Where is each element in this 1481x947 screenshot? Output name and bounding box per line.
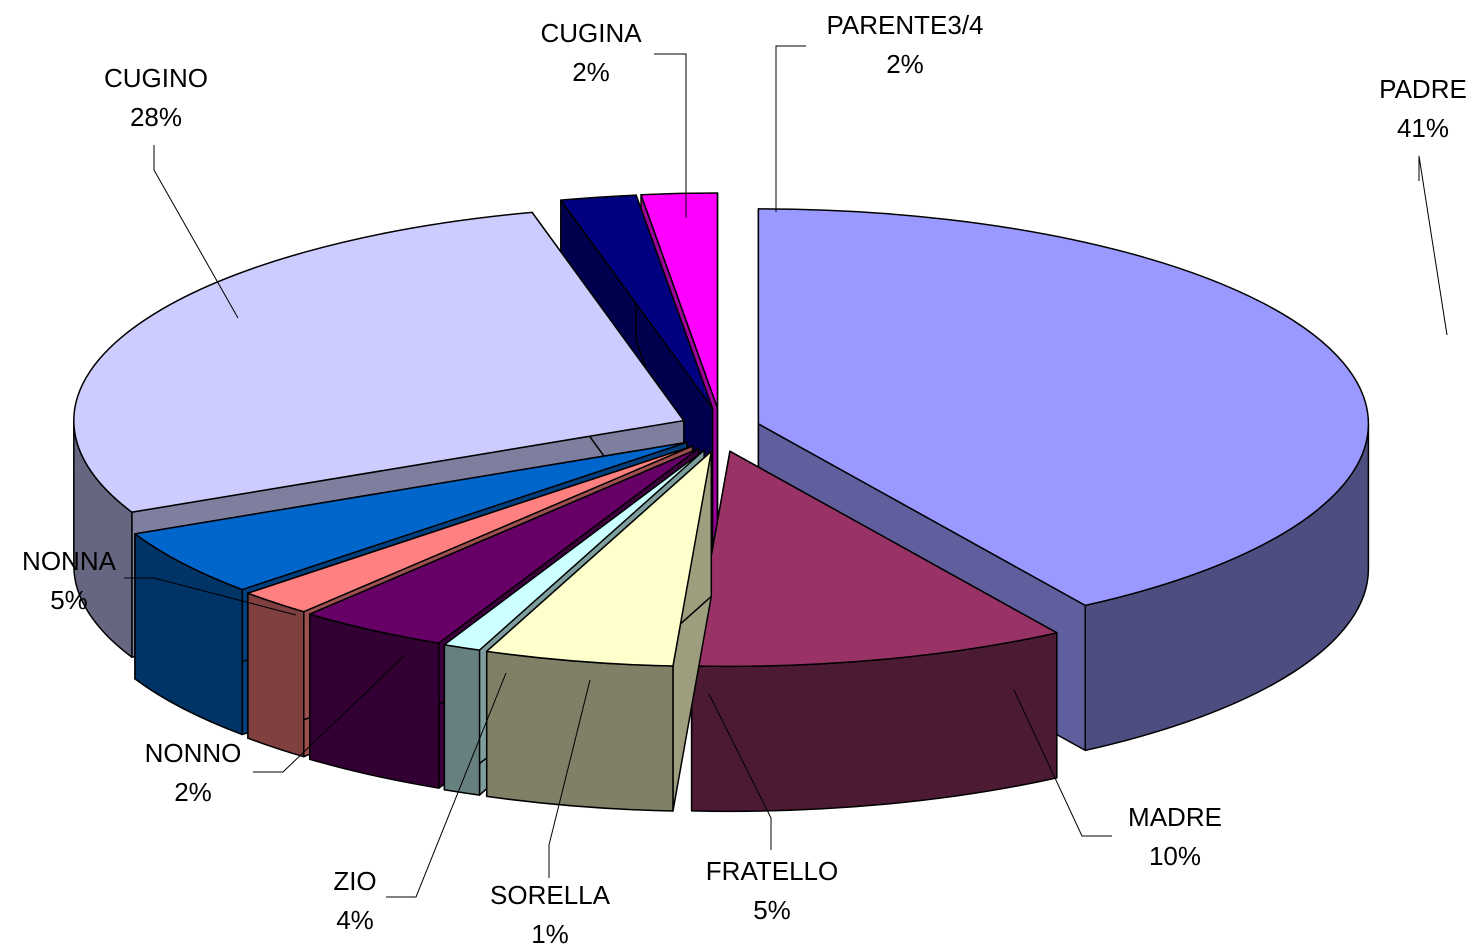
slice-value-cugino: 28%	[130, 102, 182, 132]
slice-label-cugina: CUGINA	[540, 18, 642, 48]
slice-label-fratello: FRATELLO	[706, 856, 838, 886]
slice-value-madre: 10%	[1149, 841, 1201, 871]
leader-line-sorella	[548, 679, 591, 878]
slice-value-nonno: 2%	[174, 777, 212, 807]
slice-wall-nonno	[247, 592, 305, 758]
slice-value-fratello: 5%	[753, 895, 791, 925]
slice-top-nonno	[247, 445, 694, 613]
slice-value-parente: 2%	[886, 49, 924, 79]
slice-label-nonna: NONNA	[22, 546, 117, 576]
slice-fratello	[485, 450, 713, 812]
slice-value-nonna: 5%	[50, 585, 88, 615]
slice-wall-sorella	[443, 643, 481, 796]
slice-top-zio	[308, 447, 700, 644]
slice-top-nonna	[134, 441, 688, 591]
slice-top-padre	[757, 208, 1370, 607]
pie-slices	[73, 192, 1370, 813]
slice-value-padre: 41%	[1397, 113, 1449, 143]
slice-madre	[690, 450, 1058, 813]
slice-top-fratello	[485, 450, 713, 667]
leader-line-cugina	[654, 53, 687, 218]
leader-line-fratello	[708, 693, 772, 850]
leader-line-cugino	[153, 145, 239, 319]
slice-top-sorella	[443, 449, 705, 651]
slice-wall-fratello	[485, 650, 674, 812]
slice-value-sorella: 1%	[531, 919, 569, 947]
leader-line-parente	[775, 45, 806, 212]
leader-line-nonno	[253, 654, 406, 773]
leader-lines	[124, 45, 1448, 898]
slice-top-madre	[690, 450, 1058, 668]
slice-label-cugino: CUGINO	[104, 63, 208, 93]
data-labels: PADRE 41% MADRE 10% FRATELLO 5% SORELLA …	[22, 10, 1467, 947]
leader-line-madre	[1013, 689, 1112, 837]
slice-label-sorella: SORELLA	[490, 880, 611, 910]
slice-label-zio: ZIO	[333, 866, 376, 896]
leader-line-zio	[386, 672, 507, 898]
slice-top-cugino	[73, 211, 685, 513]
slice-label-padre: PADRE	[1379, 74, 1467, 104]
slice-top-cugina	[560, 194, 714, 410]
slice-value-cugina: 2%	[572, 57, 610, 87]
slice-top-parente3-4	[640, 192, 719, 409]
slice-label-madre: MADRE	[1128, 802, 1222, 832]
slice-label-parente: PARENTE3/4	[826, 10, 983, 40]
slice-label-nonno: NONNO	[145, 738, 242, 768]
leader-line-nonna	[124, 577, 297, 616]
leader-line-padre	[1418, 155, 1448, 336]
slice-value-zio: 4%	[336, 905, 374, 935]
